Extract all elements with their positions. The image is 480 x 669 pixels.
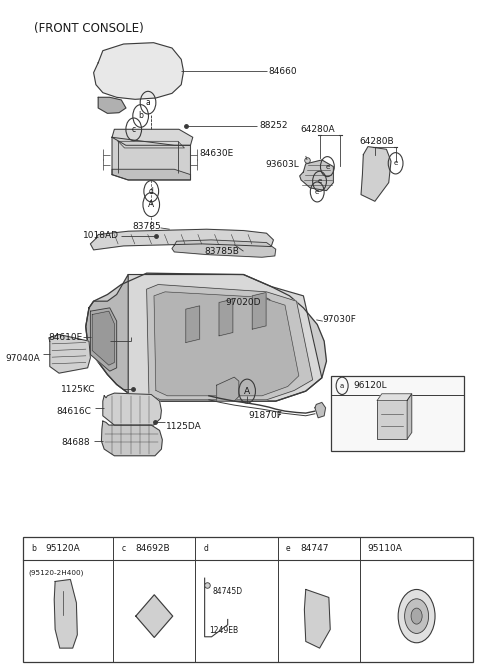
Polygon shape: [92, 311, 114, 365]
Text: 93603L: 93603L: [265, 160, 300, 169]
Text: 97030F: 97030F: [323, 315, 357, 324]
Text: 84747: 84747: [300, 544, 328, 553]
Polygon shape: [407, 394, 412, 439]
Text: 88252: 88252: [260, 122, 288, 130]
Text: 1125KC: 1125KC: [60, 385, 95, 393]
Text: e: e: [317, 178, 322, 184]
Circle shape: [405, 599, 429, 634]
Circle shape: [398, 589, 435, 643]
Polygon shape: [304, 589, 330, 648]
Polygon shape: [154, 292, 299, 396]
Text: e: e: [315, 189, 319, 195]
Text: e: e: [325, 164, 329, 170]
Polygon shape: [315, 403, 325, 417]
Text: 84688: 84688: [62, 438, 90, 447]
Polygon shape: [90, 229, 274, 250]
Polygon shape: [136, 595, 173, 638]
Text: 91870F: 91870F: [248, 411, 282, 420]
Text: 95110A: 95110A: [367, 544, 402, 553]
Text: 84616C: 84616C: [57, 407, 91, 415]
Polygon shape: [49, 334, 90, 373]
Bar: [331, 377, 464, 451]
Text: (FRONT CONSOLE): (FRONT CONSOLE): [34, 21, 144, 35]
Polygon shape: [217, 377, 239, 401]
Text: 83785: 83785: [133, 222, 162, 231]
Bar: [23, 537, 473, 662]
Polygon shape: [128, 274, 322, 401]
Text: c: c: [121, 544, 125, 553]
Text: 84745D: 84745D: [213, 587, 243, 596]
Text: 1018AD: 1018AD: [83, 231, 119, 240]
Polygon shape: [377, 394, 412, 401]
Polygon shape: [219, 299, 233, 336]
Circle shape: [411, 608, 422, 624]
Polygon shape: [300, 160, 334, 191]
Text: 84630E: 84630E: [200, 149, 234, 158]
Text: A: A: [244, 387, 250, 395]
Text: b: b: [138, 112, 143, 120]
Text: 84692B: 84692B: [135, 544, 170, 553]
Text: b: b: [31, 544, 36, 553]
Polygon shape: [112, 137, 191, 180]
Polygon shape: [86, 273, 326, 401]
Polygon shape: [361, 147, 391, 201]
Polygon shape: [54, 579, 77, 648]
Bar: [377, 401, 407, 439]
Text: 84610E: 84610E: [49, 332, 83, 342]
Text: c: c: [132, 125, 136, 134]
Text: 97020D: 97020D: [226, 298, 261, 307]
Text: e: e: [286, 544, 290, 553]
Polygon shape: [98, 97, 126, 113]
Text: 64280B: 64280B: [360, 136, 395, 146]
Polygon shape: [112, 169, 191, 180]
Text: e: e: [394, 161, 398, 167]
Text: (95120-2H400): (95120-2H400): [29, 570, 84, 576]
Polygon shape: [101, 421, 162, 456]
Text: a: a: [340, 383, 344, 389]
Polygon shape: [146, 284, 312, 400]
Text: 95120A: 95120A: [45, 544, 80, 553]
Text: 97040A: 97040A: [6, 354, 41, 363]
Polygon shape: [252, 292, 266, 329]
Text: A: A: [148, 200, 154, 209]
Text: d: d: [203, 544, 208, 553]
Text: 64280A: 64280A: [300, 125, 335, 134]
Polygon shape: [186, 306, 200, 343]
Text: 1249EB: 1249EB: [209, 626, 239, 635]
Text: 96120L: 96120L: [353, 381, 387, 390]
Text: 84660: 84660: [269, 67, 298, 76]
Text: 83785B: 83785B: [204, 247, 239, 256]
Polygon shape: [90, 308, 117, 371]
Polygon shape: [112, 129, 193, 145]
Polygon shape: [94, 43, 183, 99]
Text: a: a: [145, 98, 150, 107]
Polygon shape: [103, 393, 161, 425]
Text: d: d: [149, 187, 154, 196]
Text: 1125DA: 1125DA: [166, 422, 202, 431]
Polygon shape: [172, 240, 276, 257]
Polygon shape: [86, 274, 128, 393]
